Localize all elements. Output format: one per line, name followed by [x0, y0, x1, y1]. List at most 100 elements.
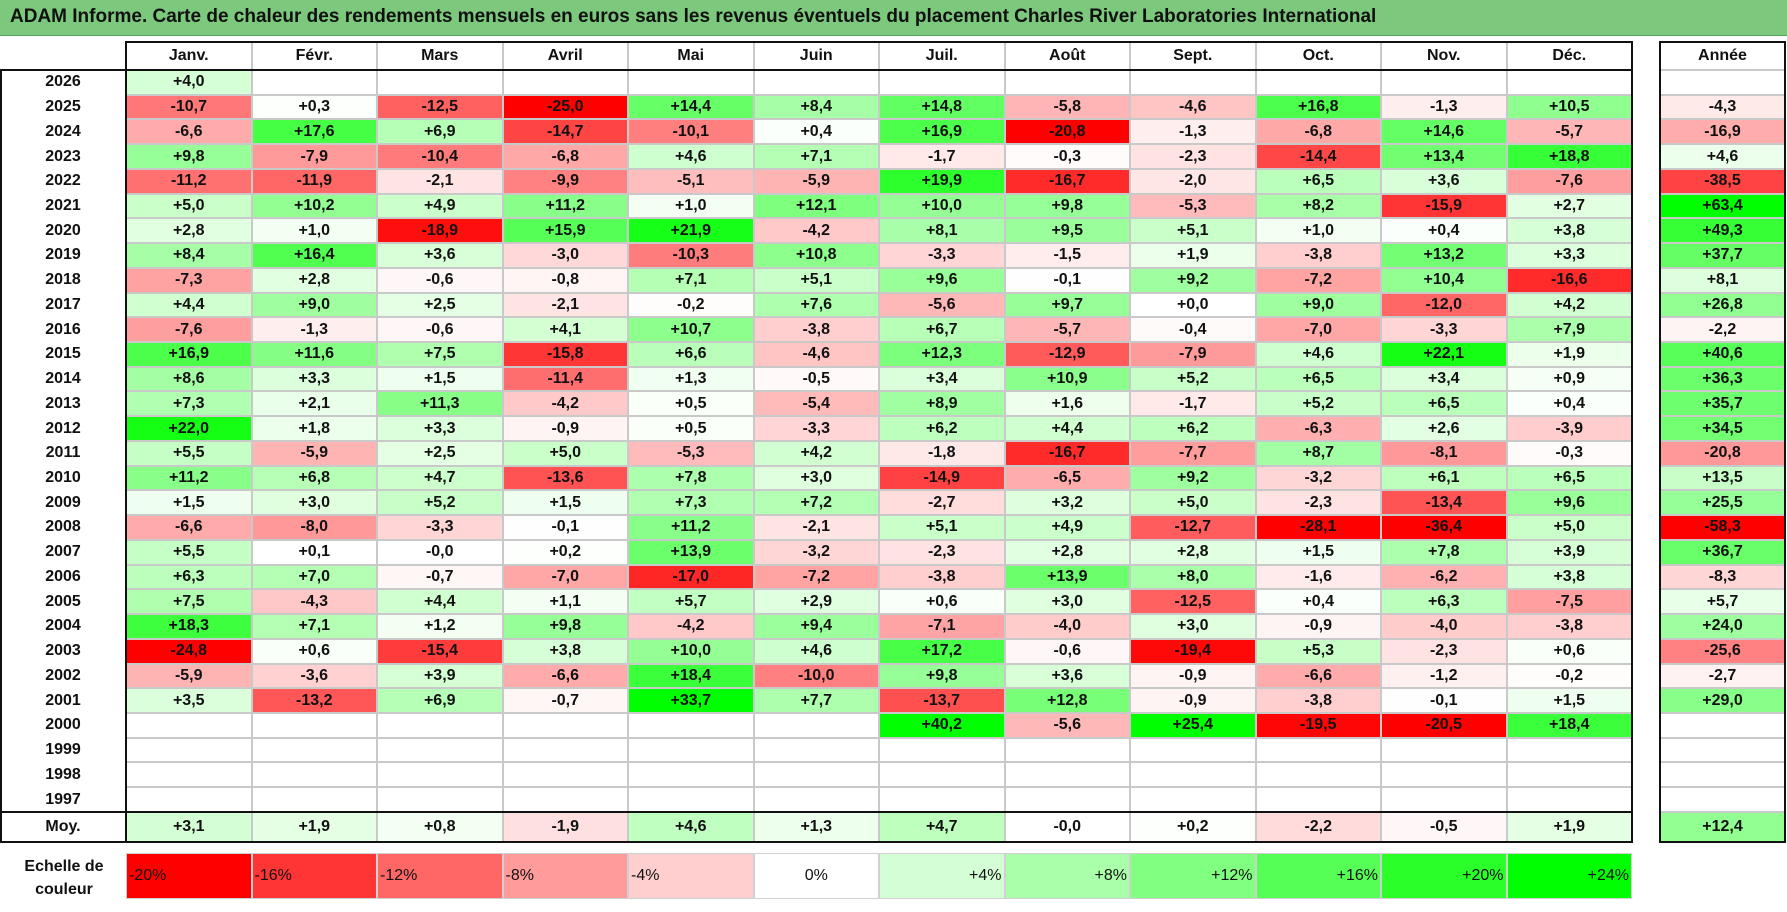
average-label: Moy. — [0, 812, 126, 842]
heatmap-cell: -0,4 — [1130, 317, 1256, 343]
heatmap-cell: +9,7 — [1004, 292, 1130, 318]
month-header: Janv. — [126, 42, 252, 70]
heatmap-cell: -0,9 — [502, 416, 628, 441]
heatmap-cell: +6,9 — [377, 119, 503, 145]
heatmap-cell: +12,1 — [753, 193, 879, 219]
heatmap-cell: -5,8 — [1004, 94, 1130, 120]
heatmap-cell — [377, 787, 503, 812]
annual-cell: -16,9 — [1660, 119, 1785, 145]
heatmap-cell: -6,6 — [126, 515, 252, 540]
month-header: Juin — [753, 42, 879, 70]
heatmap-cell: +9,8 — [879, 663, 1005, 689]
heatmap-cell: +6,6 — [628, 342, 754, 367]
heatmap-cell — [126, 787, 252, 812]
annual-cell: +36,7 — [1660, 539, 1785, 565]
heatmap-cell — [628, 762, 754, 788]
heatmap-cell: -0,6 — [377, 267, 503, 293]
scale-stop: +24% — [1506, 853, 1632, 899]
scale-label: Echelle de couleur — [24, 858, 104, 898]
average-cell: +1,9 — [251, 812, 377, 842]
heatmap-cell: -36,4 — [1381, 515, 1507, 540]
heatmap-cell: +14,4 — [628, 94, 754, 120]
year-label: 2015 — [0, 342, 126, 367]
heatmap-cell: -16,7 — [1004, 168, 1130, 194]
heatmap-cell: +5,1 — [1130, 218, 1256, 244]
heatmap-cell: -1,7 — [879, 144, 1005, 169]
year-label: 1998 — [0, 762, 126, 788]
heatmap-cell — [126, 712, 252, 738]
scale-stop: -20% — [126, 853, 252, 899]
annual-header: Année — [1660, 42, 1785, 70]
heatmap-cell: -0,1 — [1381, 688, 1507, 713]
heatmap-cell — [1255, 70, 1381, 95]
heatmap-cell: +0,3 — [251, 94, 377, 120]
heatmap-cell — [1004, 737, 1130, 763]
year-label: 2023 — [0, 144, 126, 169]
heatmap-cell: -3,8 — [1255, 243, 1381, 268]
heatmap-cell: -17,0 — [628, 564, 754, 590]
heatmap-cell: -10,3 — [628, 243, 754, 268]
month-header: Mars — [377, 42, 503, 70]
heatmap-cell: -11,4 — [502, 366, 628, 392]
heatmap-cell: +9,6 — [879, 267, 1005, 293]
heatmap-cell: +4,6 — [753, 638, 879, 664]
heatmap-cell: +16,9 — [126, 342, 252, 367]
heatmap-cell: -18,9 — [377, 218, 503, 244]
heatmap-cell: -19,5 — [1255, 712, 1381, 738]
heatmap-cell — [1004, 787, 1130, 812]
heatmap-cell: +1,9 — [1130, 243, 1256, 268]
heatmap-cell: -14,9 — [879, 465, 1005, 491]
heatmap-cell: +1,5 — [502, 490, 628, 516]
heatmap-cell — [1130, 70, 1256, 95]
heatmap-cell: -5,4 — [753, 391, 879, 417]
average-cell: -0,5 — [1381, 812, 1507, 842]
heatmap-cell — [628, 787, 754, 812]
heatmap-cell: -6,6 — [126, 119, 252, 145]
heatmap-cell: +10,0 — [628, 638, 754, 664]
heatmap-cell — [1255, 762, 1381, 788]
month-header: Avril — [502, 42, 628, 70]
heatmap-cell — [879, 737, 1005, 763]
heatmap-cell: +7,9 — [1506, 317, 1632, 343]
annual-cell — [1660, 712, 1785, 738]
heatmap-cell: +7,5 — [126, 589, 252, 615]
heatmap-cell: +3,5 — [126, 688, 252, 713]
heatmap-cell — [502, 70, 628, 95]
average-separator — [0, 811, 1633, 813]
heatmap-cell: +3,9 — [377, 663, 503, 689]
heatmap-cell — [126, 737, 252, 763]
heatmap-cell: -10,1 — [628, 119, 754, 145]
heatmap-cell: +4,6 — [628, 144, 754, 169]
heatmap-cell: -6,2 — [1381, 564, 1507, 590]
heatmap-cell: -4,0 — [1004, 614, 1130, 639]
month-header: Févr. — [251, 42, 377, 70]
heatmap-cell: +6,5 — [1255, 366, 1381, 392]
heatmap-cell: +8,4 — [753, 94, 879, 120]
heatmap-cell: -4,3 — [251, 589, 377, 615]
heatmap-cell: -6,6 — [502, 663, 628, 689]
heatmap-cell: +5,2 — [377, 490, 503, 516]
heatmap-cell — [1130, 762, 1256, 788]
annual-cell: +8,1 — [1660, 267, 1785, 293]
heatmap-cell: -1,3 — [1130, 119, 1256, 145]
annual-cell: -58,3 — [1660, 515, 1785, 540]
year-label: 2022 — [0, 168, 126, 194]
heatmap-cell: +4,9 — [1004, 515, 1130, 540]
heatmap-cell — [1130, 787, 1256, 812]
heatmap-cell: +6,9 — [377, 688, 503, 713]
heatmap-cell: +11,6 — [251, 342, 377, 367]
heatmap-cell — [126, 762, 252, 788]
heatmap-cell: +19,9 — [879, 168, 1005, 194]
heatmap-cell — [753, 70, 879, 95]
heatmap-cell: +3,0 — [251, 490, 377, 516]
heatmap-cell: -6,8 — [1255, 119, 1381, 145]
average-cell: +1,9 — [1506, 812, 1632, 842]
heatmap-cell: +3,6 — [1004, 663, 1130, 689]
heatmap-cell: -24,8 — [126, 638, 252, 664]
heatmap-cell: +11,2 — [502, 193, 628, 219]
heatmap-cell: -5,7 — [1004, 317, 1130, 343]
heatmap-cell: -5,3 — [1130, 193, 1256, 219]
year-label: 2018 — [0, 267, 126, 293]
heatmap-cell: -0,9 — [1130, 688, 1256, 713]
heatmap-cell: +18,3 — [126, 614, 252, 639]
